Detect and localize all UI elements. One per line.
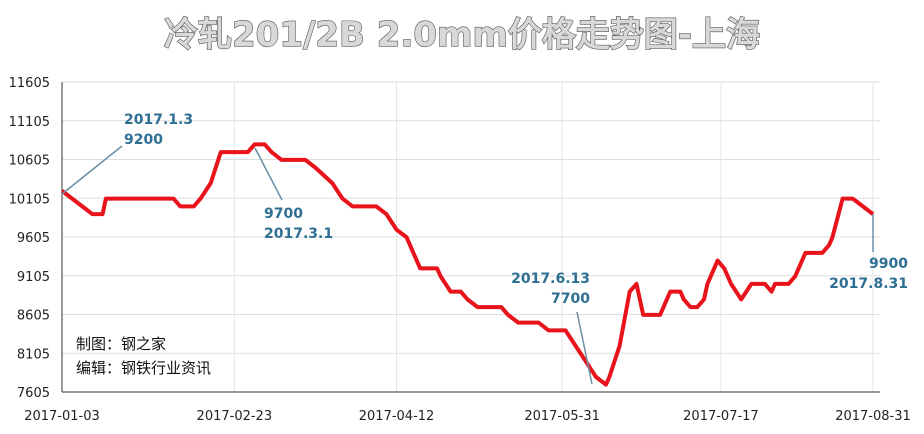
annotation-leader bbox=[61, 145, 123, 195]
x-tick-label: 2017-01-03 bbox=[24, 409, 100, 424]
source-note: 编辑：钢铁行业资讯 bbox=[76, 359, 211, 377]
y-tick-label: 11105 bbox=[9, 115, 50, 130]
annotation-text: 2017.1.3 bbox=[124, 112, 193, 128]
annotation-text: 9700 bbox=[264, 206, 303, 222]
y-tick-label: 11605 bbox=[9, 76, 50, 91]
source-note: 制图：钢之家 bbox=[76, 335, 166, 353]
y-tick-label: 8605 bbox=[17, 309, 50, 324]
annotation-text: 2017.8.31 bbox=[829, 276, 908, 292]
x-tick-label: 2017-08-31 bbox=[835, 409, 911, 424]
annotation-leader bbox=[254, 147, 283, 201]
chart-title: 冷轧201/2B 2.0mm价格走势图-上海 bbox=[164, 15, 760, 55]
y-tick-label: 8105 bbox=[17, 347, 50, 362]
annotation-text: 2017.3.1 bbox=[264, 226, 333, 242]
x-tick-label: 2017-02-23 bbox=[197, 409, 273, 424]
annotation-text: 2017.6.13 bbox=[511, 271, 590, 287]
annotation-text: 7700 bbox=[551, 291, 590, 307]
price-line bbox=[60, 142, 875, 387]
y-tick-label: 9605 bbox=[17, 231, 50, 246]
x-tick-label: 2017-04-12 bbox=[359, 409, 435, 424]
annotation-text: 9900 bbox=[869, 256, 908, 272]
x-tick-label: 2017-07-17 bbox=[683, 409, 759, 424]
y-tick-label: 10605 bbox=[9, 154, 50, 169]
annotation-leader bbox=[576, 311, 593, 385]
x-tick-label: 2017-05-31 bbox=[524, 409, 600, 424]
annotation-text: 9200 bbox=[124, 132, 163, 148]
y-tick-label: 10105 bbox=[9, 192, 50, 207]
y-tick-label: 7605 bbox=[17, 386, 50, 401]
y-tick-label: 9105 bbox=[17, 270, 50, 285]
